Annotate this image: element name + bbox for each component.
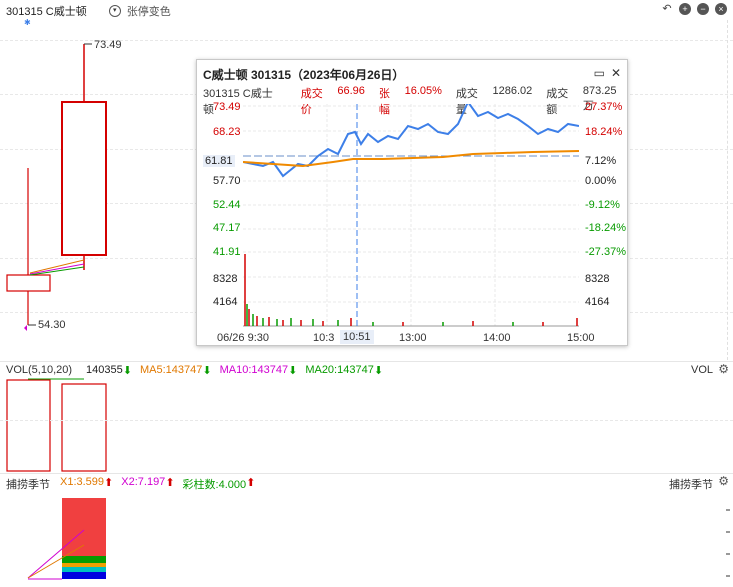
popup-title: C威士顿 301315（2023年06月26日）: [203, 68, 405, 82]
x2-arrow-icon: ⬆: [165, 477, 175, 489]
ma10-arrow-icon: ⬇: [288, 365, 298, 377]
x1-arrow-icon: ⬆: [104, 477, 114, 489]
low-price-label: 54.30: [38, 319, 66, 331]
undo-icon[interactable]: ↶: [662, 3, 672, 15]
close-icon[interactable]: ×: [715, 3, 727, 15]
zoom-out-icon[interactable]: −: [697, 3, 709, 15]
stock-label: 301315 C威士顿: [6, 6, 87, 18]
vol-value: 140355: [86, 364, 123, 376]
popup-info-row: 301315 C威士顿 成交价 66.96 张幅 16.05% 成交量 1286…: [203, 85, 627, 117]
vol-title: VOL(5,10,20): [6, 364, 73, 376]
right-axis-7: 8328: [585, 273, 610, 285]
window-tools: ↶ + − ×: [661, 3, 727, 15]
left-axis-3: 57.70: [213, 175, 241, 187]
left-axis-1: 68.23: [213, 126, 241, 138]
right-axis-8: 4164: [585, 296, 610, 308]
price-value: 66.96: [337, 85, 365, 97]
right-axis-6: -27.37%: [585, 246, 626, 258]
ma5-label: MA5:143747: [139, 364, 203, 376]
x1-label: X1:3.599: [60, 476, 105, 488]
left-axis-7: 8328: [213, 273, 238, 285]
high-price-label: 73.49: [94, 39, 122, 51]
popup-tools: ▭ ✕: [594, 66, 621, 80]
star-marker-icon: ✱: [24, 18, 31, 27]
x-label-2: 10:51: [340, 330, 374, 344]
left-axis-6: 41.91: [213, 246, 241, 258]
ma5-arrow-icon: ⬇: [202, 365, 212, 377]
indicator-header: 捕捞季节 X1:3.599 ⬆ X2:7.197 ⬆ 彩柱数:4.000 ⬆: [6, 476, 255, 492]
vol-gear-icon[interactable]: ⚙: [718, 362, 729, 376]
change-label: 张幅: [378, 88, 390, 116]
top-toolbar: 301315 C威士顿 ▾ 张停变色: [6, 3, 171, 19]
indicator-title: 捕捞季节: [6, 479, 50, 491]
vol-down-arrow-icon: ⬇: [122, 365, 132, 377]
volume-value: 1286.02: [492, 85, 533, 97]
x-label-5: 15:00: [567, 332, 595, 344]
price-label: 成交价: [300, 88, 323, 116]
dropdown-icon[interactable]: ▾: [108, 5, 121, 17]
left-axis-8: 4164: [213, 296, 238, 308]
minimize-icon[interactable]: ▭: [593, 66, 605, 80]
left-axis-4: 52.44: [213, 199, 241, 211]
main-kline-chart: [6, 43, 107, 331]
left-axis-2: 61.81: [203, 155, 235, 167]
popup-close-icon[interactable]: ✕: [610, 66, 621, 80]
intraday-popup: C威士顿 301315（2023年06月26日） ▭ ✕ 301315 C威士顿…: [196, 59, 628, 346]
popup-code: 301315 C威士顿: [203, 88, 273, 116]
x-label-4: 14:00: [483, 332, 511, 344]
change-value: 16.05%: [404, 85, 442, 97]
ma20-label: MA20:143747: [305, 364, 374, 376]
ma10-label: MA10:143747: [219, 364, 289, 376]
x-label-1: 10:3: [313, 332, 335, 344]
right-axis-4: -9.12%: [585, 199, 620, 211]
ma20-arrow-icon: ⬇: [373, 365, 384, 377]
vol-right-label: VOL: [690, 364, 713, 376]
right-axis-1: 18.24%: [585, 126, 623, 138]
right-axis-0: 27.37%: [585, 101, 623, 113]
volume-chart: [6, 378, 107, 472]
vol-header: VOL(5,10,20) 140355 ⬇ MA5:143747 ⬇ MA10:…: [6, 364, 383, 377]
indicator-gear-icon[interactable]: ⚙: [718, 474, 729, 488]
right-axis-5: -18.24%: [585, 222, 626, 234]
bars-arrow-icon: ⬆: [246, 477, 256, 489]
color-mode-dropdown[interactable]: 张停变色: [126, 6, 171, 18]
left-axis-0: 73.49: [213, 101, 241, 113]
x2-label: X2:7.197: [121, 476, 166, 488]
amount-label: 成交额: [546, 88, 569, 116]
left-axis-5: 47.17: [213, 222, 241, 234]
indicator-chart: [27, 498, 730, 580]
bars-label: 彩柱数:4.000: [182, 479, 247, 491]
amount-value: 873.25万: [582, 85, 617, 112]
right-axis-3: 0.00%: [585, 175, 617, 187]
x-label-3: 13:00: [399, 332, 427, 344]
right-axis-2: 7.12%: [585, 155, 617, 167]
indicator-right-label: 捕捞季节: [669, 479, 713, 491]
x-label-0: 06/26 9:30: [217, 332, 269, 344]
volume-label: 成交量: [455, 88, 478, 116]
zoom-in-icon[interactable]: +: [679, 3, 691, 15]
intraday-chart: [243, 104, 579, 327]
